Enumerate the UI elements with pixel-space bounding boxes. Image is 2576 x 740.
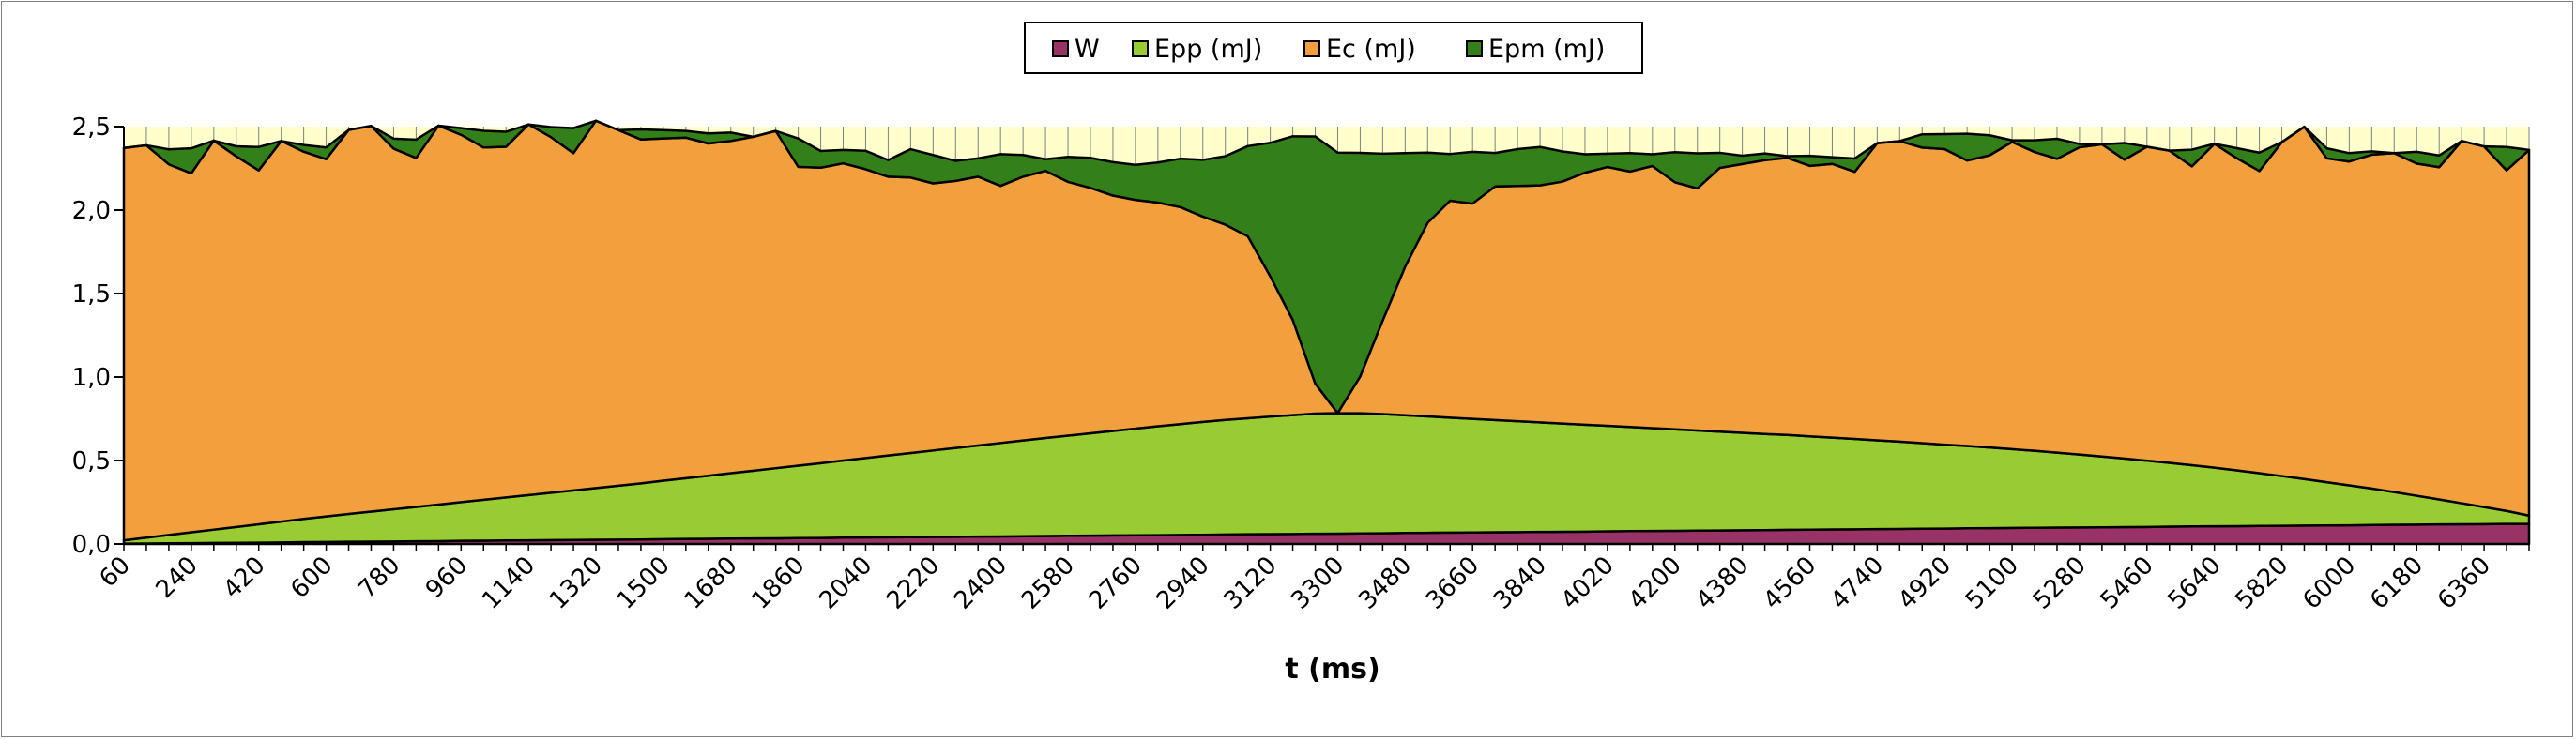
x-tick-label: 1140 [477,551,541,615]
y-tick-label: 0,5 [72,447,111,476]
x-tick-label: 2220 [881,551,945,615]
legend-swatch [1052,40,1069,57]
y-tick-label: 1,0 [72,364,111,392]
x-tick-label: 1680 [679,551,743,615]
x-tick-label: 3840 [1488,551,1552,615]
x-tick-label: 3480 [1353,551,1417,615]
legend-label: Ec (mJ) [1326,35,1416,64]
x-tick-label: 5280 [2028,551,2092,615]
x-tick-label: 4380 [1691,551,1755,615]
x-tick-label: 5640 [2163,551,2227,615]
x-tick-label: 960 [420,551,473,604]
x-tick-label: 4740 [1825,551,1889,615]
x-tick-label: 4200 [1623,551,1687,615]
x-tick-label: 1500 [612,551,676,615]
x-tick-label: 2400 [949,551,1013,615]
x-tick-label: 420 [218,551,270,604]
x-tick-label: 2580 [1016,551,1080,615]
x-tick-label: 4920 [1893,551,1957,615]
x-tick-label: 240 [150,551,203,604]
legend-swatch [1303,40,1320,57]
legend-box [1024,22,1643,74]
legend-swatch [1466,40,1483,57]
x-tick-label: 4020 [1556,551,1620,615]
x-tick-label: 3120 [1219,551,1283,615]
x-tick-label: 6180 [2365,551,2429,615]
x-tick-label: 5100 [1960,551,2024,615]
series-area-epm-mj [122,119,2531,415]
x-tick-label: 780 [353,551,405,604]
x-tick-label: 6360 [2432,551,2496,615]
legend: W Epp (mJ) Ec (mJ) Epm (mJ) [1024,22,1643,74]
legend-label: W [1075,35,1100,64]
x-tick-label: 3300 [1286,551,1349,615]
x-tick-label: 6000 [2297,551,2361,615]
y-tick-label: 2,0 [72,197,111,225]
x-tick-label: 600 [285,551,338,604]
x-tick-label: 5820 [2230,551,2294,615]
legend-label: Epm (mJ) [1488,35,1605,64]
x-tick-label: 2760 [1084,551,1148,615]
x-tick-label: 1860 [747,551,811,615]
x-tick-label: 4560 [1758,551,1821,615]
x-tick-label: 1320 [544,551,608,615]
legend-label: Epp (mJ) [1154,35,1262,64]
y-tick-label: 2,5 [72,113,111,142]
x-tick-label: 3660 [1421,551,1485,615]
y-tick-label: 1,5 [72,280,111,309]
x-tick-label: 5460 [2096,551,2159,615]
x-tick-label: 2940 [1151,551,1215,615]
x-tick-label: 2040 [814,551,877,615]
x-axis-title: t (ms) [1285,653,1379,686]
legend-swatch [1132,40,1149,57]
y-tick-label: 0,0 [72,531,111,559]
